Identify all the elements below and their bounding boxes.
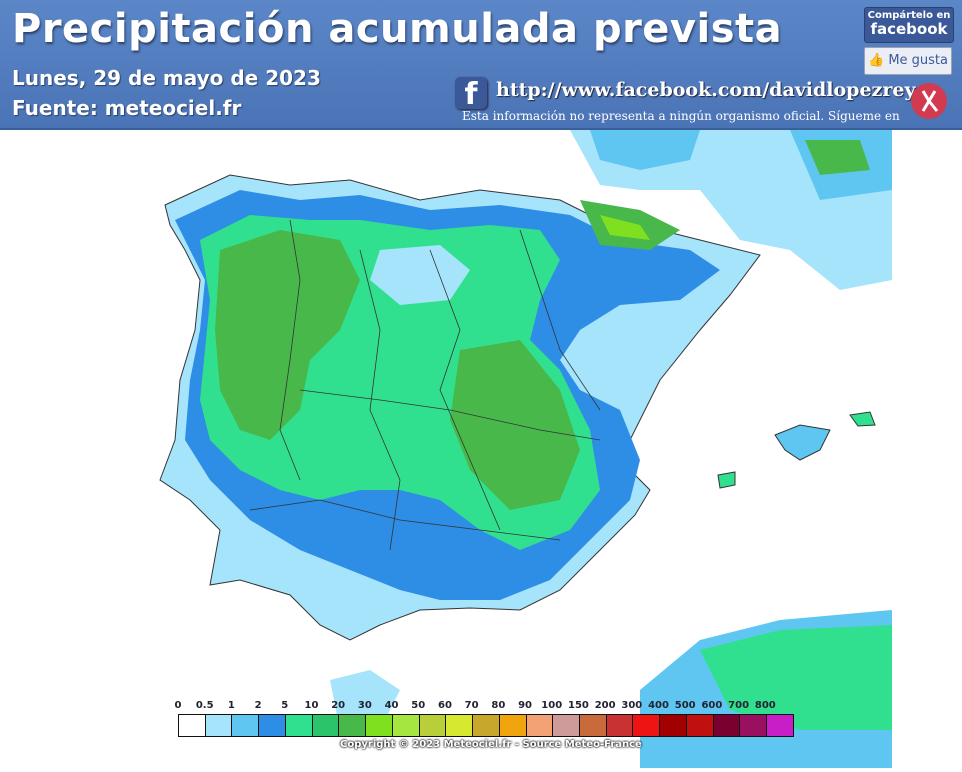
legend-labels: 0 0.5 1 2 5 10 20 30 40 50 60 70 80 90 100 150 200 300 400…: [168, 700, 798, 714]
like-button[interactable]: 👍 Me gusta: [864, 47, 952, 75]
legend-swatch: [259, 715, 286, 736]
legend-label: 800: [754, 700, 776, 711]
legend-swatch: [686, 715, 714, 736]
legend-label: 60: [437, 700, 452, 711]
legend-label: 90: [518, 700, 532, 711]
facebook-link[interactable]: http://www.facebook.com/davidlopezrey: [496, 79, 916, 101]
share-big-label: facebook: [870, 20, 948, 38]
region-borders: [249, 219, 601, 551]
legend-swatch: [606, 715, 634, 736]
copyright-text: Copyright © 2023 Meteociel.fr - Source M…: [340, 739, 642, 750]
legend-swatch: [312, 715, 340, 736]
like-label: Me gusta: [888, 53, 948, 68]
legend-label: 40: [384, 700, 399, 711]
legend-swatch: [499, 715, 527, 736]
legend-swatch: [339, 715, 367, 736]
precipitation-map: [0, 130, 962, 768]
author-logo-icon[interactable]: [911, 83, 947, 119]
legend-swatch: [526, 715, 554, 736]
legend-label: 0.5: [195, 700, 214, 711]
legend-label: 600: [701, 700, 723, 711]
legend-label: 100: [541, 700, 563, 711]
legend-label: 30: [357, 700, 372, 711]
legend-label: 10: [304, 700, 319, 711]
legend-swatch: [473, 715, 500, 736]
share-facebook-button[interactable]: Compártelo en facebook: [864, 7, 954, 43]
legend-label: 200: [594, 700, 616, 711]
legend-swatch: [232, 715, 260, 736]
data-source: Fuente: meteociel.fr: [12, 96, 242, 120]
legend-swatch: [392, 715, 420, 736]
legend-label: 70: [464, 700, 479, 711]
legend-swatch: [633, 715, 661, 736]
forecast-date: Lunes, 29 de mayo de 2023: [12, 66, 321, 90]
legend-label: 500: [674, 700, 696, 711]
legend-label: 80: [491, 700, 506, 711]
legend-label: 400: [648, 700, 669, 711]
legend-swatch: [366, 715, 393, 736]
legend-label: 0: [174, 700, 182, 711]
legend-swatch: [580, 715, 607, 736]
disclaimer-text: Esta información no representa a ningún …: [462, 109, 900, 123]
balearic-islands: [774, 424, 831, 461]
legend-swatch: [660, 715, 687, 736]
thumbs-up-icon: 👍: [867, 53, 885, 68]
facebook-icon[interactable]: f: [455, 77, 487, 112]
legend-swatch: [285, 715, 313, 736]
legend-label: 2: [254, 700, 262, 711]
legend-swatch: [553, 715, 581, 736]
header-banner: Precipitación acumulada prevista Lunes, …: [0, 0, 962, 130]
legend-label: 20: [331, 700, 346, 711]
legend-label: 1: [227, 700, 235, 711]
legend-label: 150: [567, 700, 589, 711]
page-title: Precipitación acumulada prevista: [12, 6, 783, 52]
legend-label: 700: [728, 700, 750, 711]
legend-label: 50: [411, 700, 426, 711]
legend-bar: [178, 714, 794, 737]
share-small-label: Compártelo en: [867, 10, 951, 21]
legend-swatch: [419, 715, 447, 736]
legend-swatch: [740, 715, 768, 736]
legend-swatch: [446, 715, 474, 736]
legend-swatch: [205, 715, 233, 736]
legend-swatch: [179, 715, 206, 736]
legend-label: 300: [621, 700, 643, 711]
legend-label: 5: [281, 700, 289, 711]
legend-swatch: [713, 715, 741, 736]
legend-swatch: [767, 715, 793, 736]
